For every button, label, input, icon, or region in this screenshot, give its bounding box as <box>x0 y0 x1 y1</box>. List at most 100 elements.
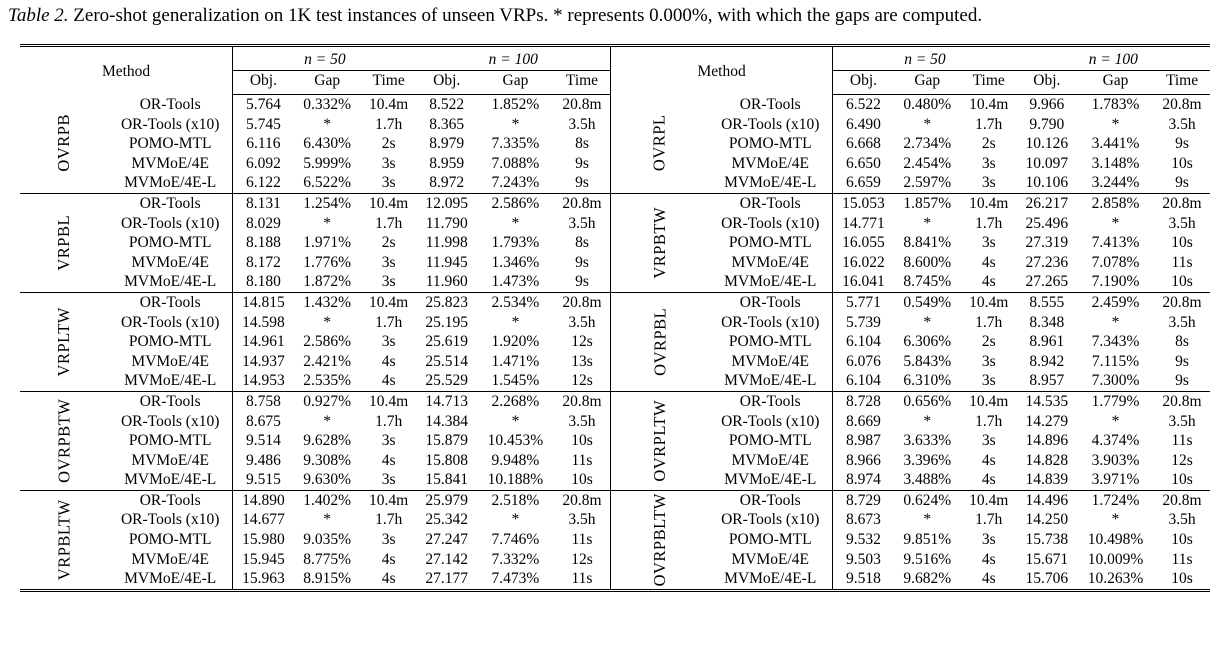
value-cell: 25.514 <box>425 352 469 370</box>
value-cell: 9.514 <box>232 431 294 451</box>
value-cell: * <box>1111 313 1120 331</box>
value-cell: * <box>323 511 332 529</box>
value-cell: 8.555 <box>1029 293 1065 311</box>
value-cell: 3s <box>381 154 396 172</box>
value-cell: 7.088% <box>491 154 540 172</box>
table-row: OR-Tools (x10) 14.677 * 1.7h 25.342 * 3.5h OR-T… <box>20 510 1210 531</box>
method-cell: MVMoE/4E <box>731 451 810 469</box>
value-cell: 1.852% <box>491 96 540 113</box>
problem-name: OVRPL <box>649 114 669 172</box>
value-cell: 10.4m <box>369 392 409 410</box>
value-cell: 10.4m <box>969 194 1009 212</box>
table-row: MVMoE/4E 14.937 2.421% 4s 25.514 1.471% 13s MVM… <box>20 351 1210 372</box>
value-cell: 8.729 <box>832 490 894 511</box>
value-cell: 12s <box>571 333 593 351</box>
value-cell: 1.779% <box>1091 392 1140 410</box>
value-cell: 1.7h <box>975 214 1003 232</box>
problem-label-left: OVRPB <box>20 94 109 194</box>
table-row: OR-Tools (x10) 8.029 * 1.7h 11.790 * 3.5h OR-To… <box>20 213 1210 234</box>
value-cell: 6.650 <box>832 153 894 174</box>
value-cell: 11s <box>1171 253 1193 271</box>
table-row: POMO-MTL 9.514 9.628% 3s 15.879 10.453% 10s POM… <box>20 431 1210 451</box>
value-cell: 7.115% <box>1091 352 1140 370</box>
value-cell: 8.987 <box>832 431 894 451</box>
value-cell: 3.5h <box>568 412 596 430</box>
value-cell: 20.8m <box>1162 96 1202 113</box>
value-cell: 8.522 <box>429 96 465 113</box>
table-row: POMO-MTL 15.980 9.035% 3s 27.247 7.746% 11s POM… <box>20 530 1210 550</box>
value-cell: 9s <box>553 173 611 194</box>
header-time-n50-left: Time <box>360 70 417 95</box>
header-gap-n50-left: Gap <box>293 70 361 95</box>
problem-label-left: VRPBLTW <box>20 490 109 592</box>
value-cell: 10s <box>1171 234 1193 252</box>
value-cell: 20.8m <box>1162 392 1202 410</box>
caption-label: Table 2. <box>8 5 69 26</box>
value-cell: 10.498% <box>1087 531 1144 549</box>
value-cell: 6.076 <box>832 351 894 372</box>
table-row: POMO-MTL 6.116 6.430% 2s 8.979 7.335% 8s POMO-M… <box>20 134 1210 154</box>
method-cell: MVMoE/4E <box>131 451 209 469</box>
value-cell: 11.960 <box>416 272 477 293</box>
value-cell: 27.265 <box>1016 272 1077 293</box>
value-cell: 9.518 <box>832 569 894 592</box>
value-cell: 5.739 <box>832 312 894 333</box>
method-cell: OR-Tools <box>139 95 201 113</box>
table-row: OR-Tools (x10) 14.598 * 1.7h 25.195 * 3.5h OR-T… <box>20 312 1210 333</box>
value-cell: 1.471% <box>491 352 540 370</box>
value-cell: 16.022 <box>832 252 894 273</box>
problem-name: OVRPLTW <box>649 399 669 482</box>
value-cell: 27.247 <box>425 531 469 549</box>
value-cell: 7.473% <box>476 569 554 592</box>
value-cell: 27.236 <box>1025 253 1069 271</box>
value-cell: 11.790 <box>425 214 468 232</box>
value-cell: 9.682% <box>893 569 961 592</box>
method-cell: OR-Tools <box>739 194 801 212</box>
header-method-left: Method <box>20 44 233 95</box>
header-n100-right: n = 100 <box>1016 44 1210 71</box>
value-cell: 20.8m <box>1162 293 1202 311</box>
value-cell: 6.104 <box>832 332 894 352</box>
method-cell: MVMoE/4E-L <box>108 272 233 293</box>
value-cell: 0.656% <box>903 392 952 410</box>
value-cell: 25.823 <box>425 293 469 311</box>
value-cell: 8.172 <box>232 252 294 273</box>
value-cell: 1.793% <box>491 234 540 252</box>
value-cell: 9.628% <box>303 432 352 450</box>
value-cell: 1.7h <box>375 412 403 430</box>
header-time-n100-left: Time <box>553 70 611 95</box>
method-cell: OR-Tools (x10) <box>120 412 220 430</box>
value-cell: 14.937 <box>232 351 294 372</box>
value-cell: * <box>1111 511 1120 529</box>
value-cell: 1.7h <box>375 214 403 232</box>
method-cell: MVMoE/4E-L <box>708 272 833 293</box>
header-gap-n100-left: Gap <box>476 70 554 95</box>
value-cell: 6.430% <box>303 135 352 153</box>
value-cell: 0.624% <box>903 491 952 509</box>
value-cell: 25.342 <box>425 511 469 529</box>
method-cell: OR-Tools (x10) <box>721 115 820 133</box>
caption-text: Zero-shot generalization on 1K test inst… <box>68 5 983 26</box>
value-cell: 13s <box>571 352 593 370</box>
value-cell: 11.945 <box>425 253 468 271</box>
value-cell: 5.999% <box>303 154 352 172</box>
value-cell: 20.8m <box>1162 491 1202 509</box>
value-cell: 6.490 <box>832 114 894 135</box>
problem-name: OVRPBTW <box>54 398 74 483</box>
value-cell: 6.306% <box>903 333 952 351</box>
value-cell: 1.545% <box>476 371 554 392</box>
method-cell: MVMoE/4E-L <box>108 470 233 491</box>
value-cell: 14.839 <box>1016 470 1077 491</box>
method-cell: POMO-MTL <box>128 234 212 252</box>
value-cell: 1.473% <box>476 272 554 293</box>
value-cell: 11s <box>1171 550 1193 568</box>
value-cell: 1.971% <box>303 234 352 252</box>
value-cell: 14.815 <box>232 292 294 313</box>
value-cell: 3.148% <box>1091 154 1140 172</box>
table-row: OR-Tools (x10) 5.745 * 1.7h 8.365 * 3.5h OR-Too… <box>20 114 1210 135</box>
value-cell: * <box>323 313 332 331</box>
method-cell: OR-Tools (x10) <box>120 511 220 529</box>
value-cell: 4s <box>381 352 396 370</box>
table-row: POMO-MTL 14.961 2.586% 3s 25.619 1.920% 12s POM… <box>20 332 1210 352</box>
method-cell: POMO-MTL <box>728 135 812 153</box>
